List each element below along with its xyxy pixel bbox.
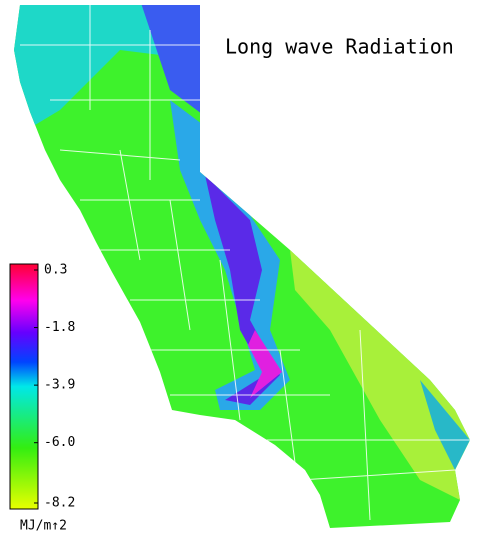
colorbar-tick-label: -8.2	[44, 496, 75, 511]
colorbar	[9, 263, 39, 510]
colorbar-tick-label: -1.8	[44, 320, 75, 335]
colorbar-tick-label: 0.3	[44, 263, 67, 278]
colorbar-ticks: 0.3 -1.8 -3.9 -6.0 -8.2	[34, 263, 75, 511]
map-title: Long wave Radiation	[225, 35, 454, 59]
colorbar-tick-label: -6.0	[44, 435, 75, 450]
colorbar-tick-label: -3.9	[44, 378, 75, 393]
colorbar-unit: MJ/m↑2	[20, 519, 67, 534]
